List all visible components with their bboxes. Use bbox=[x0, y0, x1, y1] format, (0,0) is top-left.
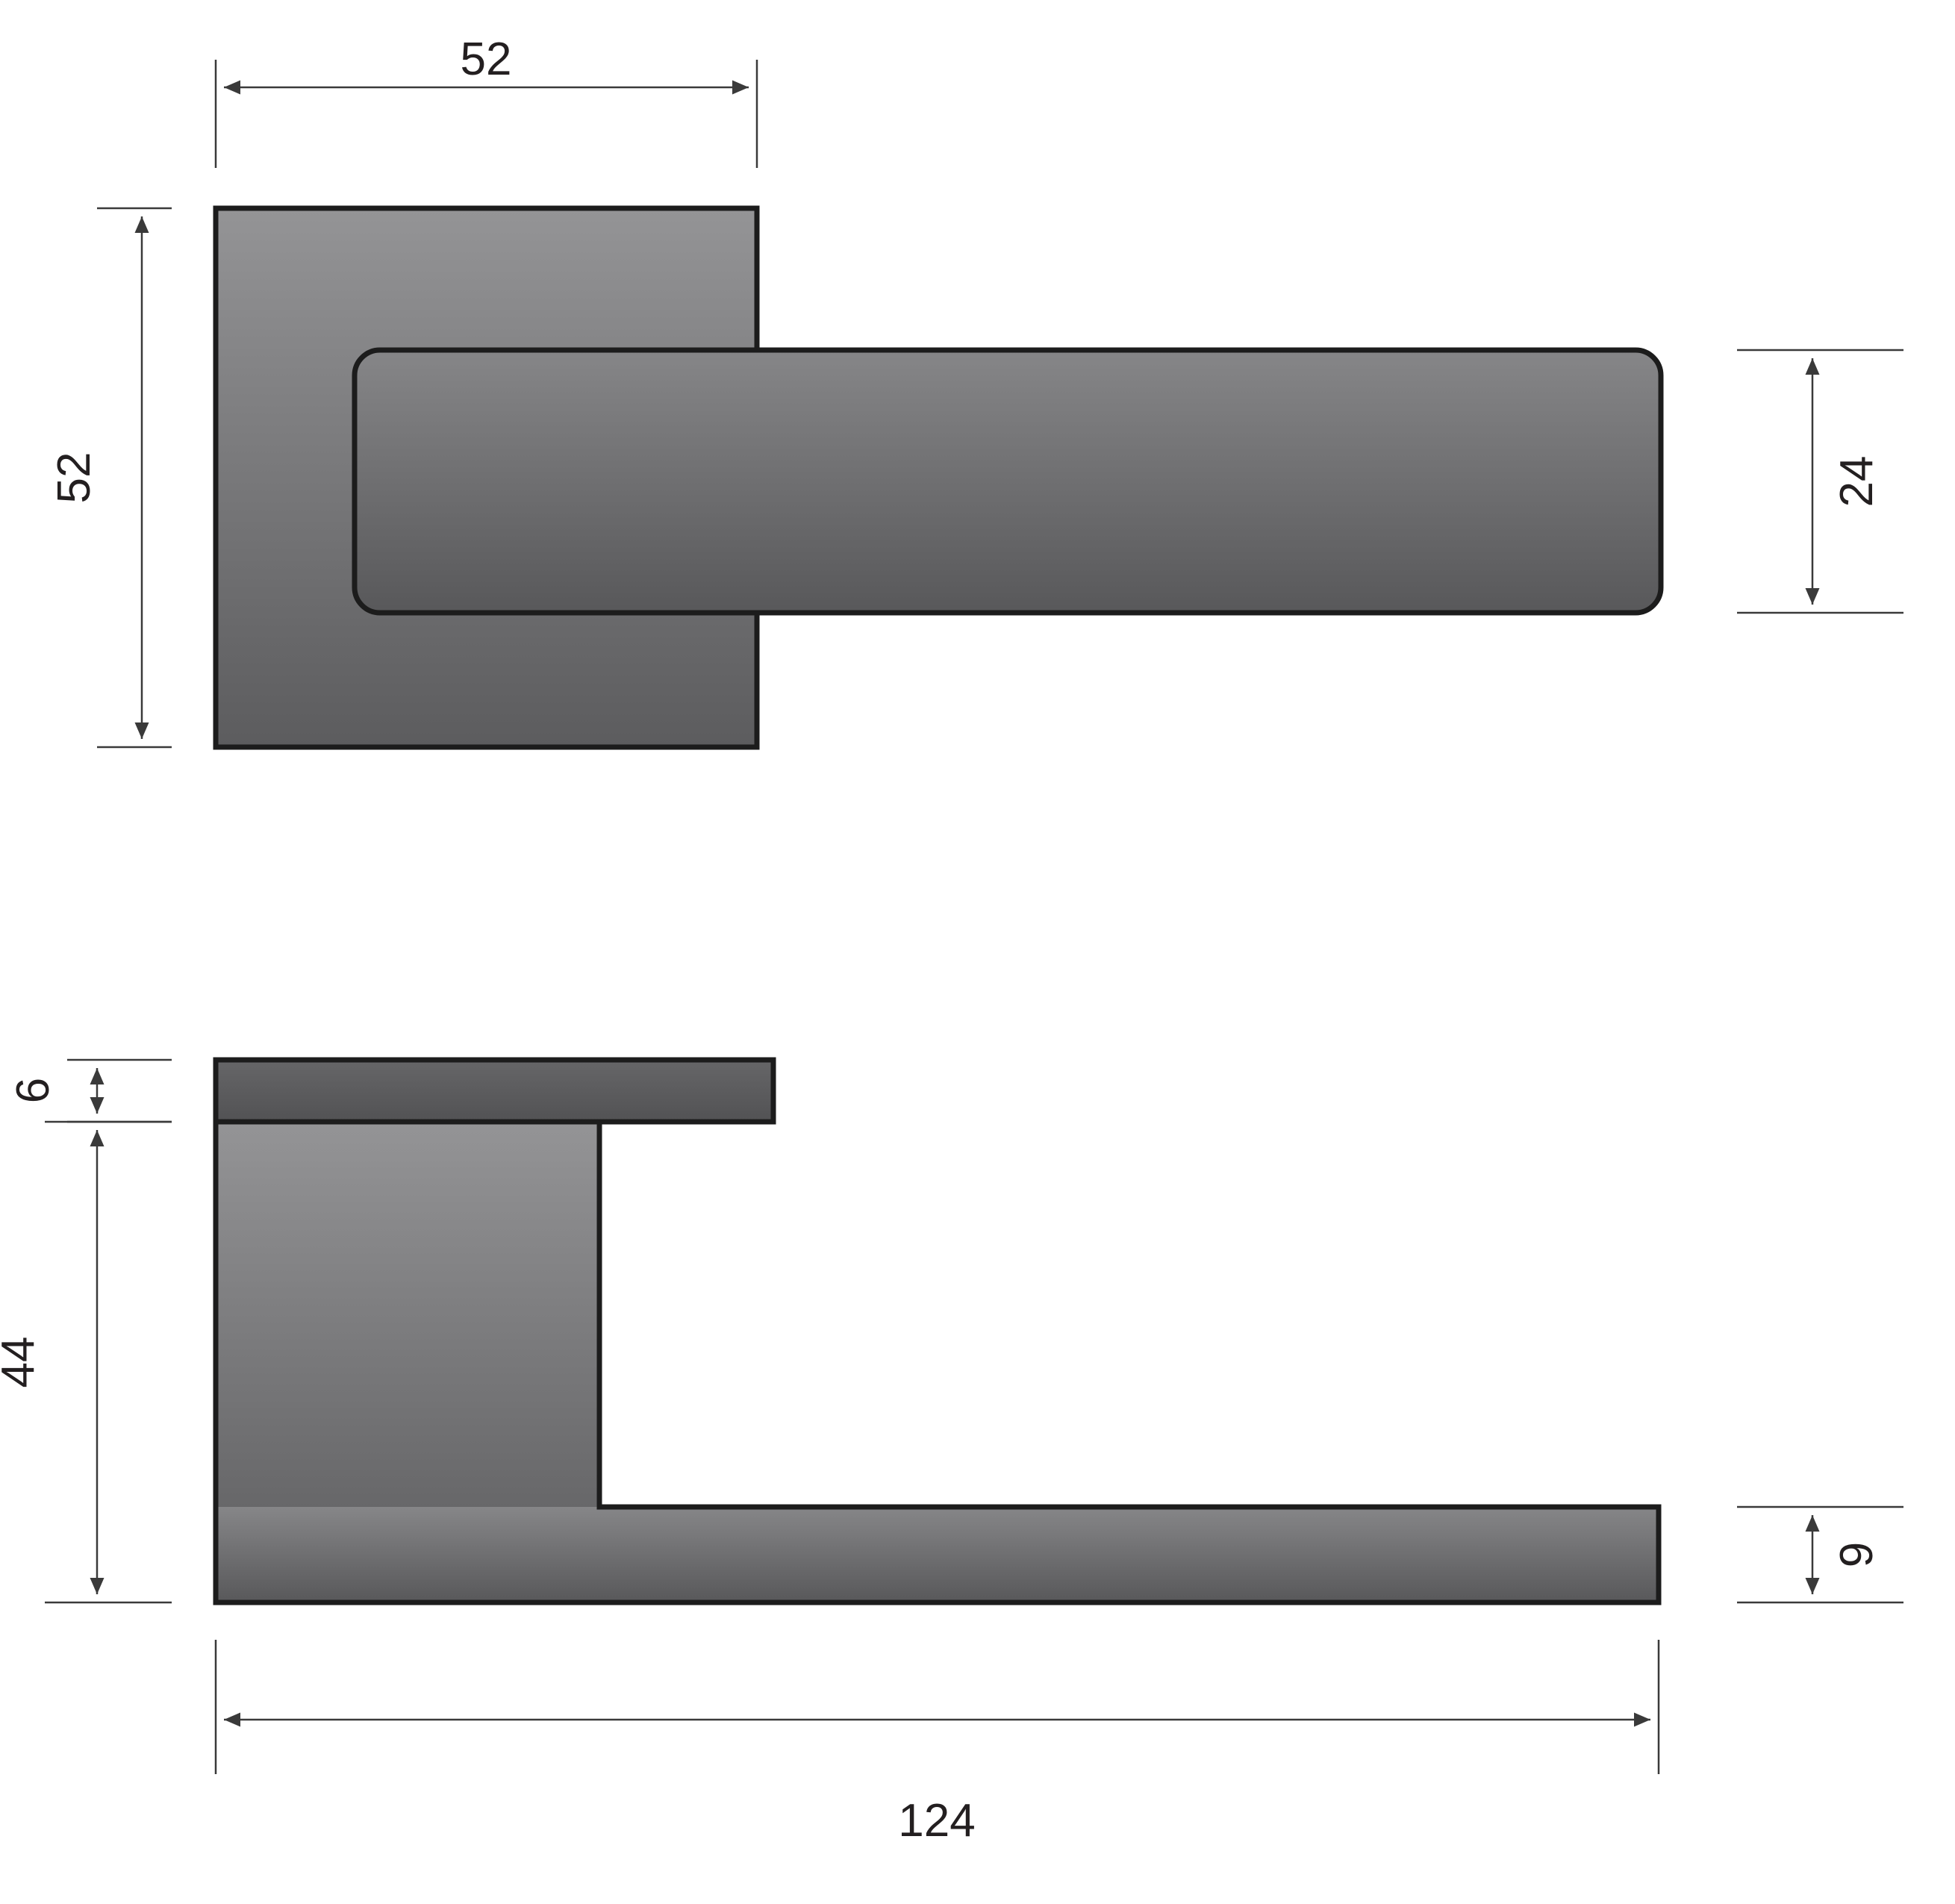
svg-text:52: 52 bbox=[461, 34, 512, 85]
svg-text:24: 24 bbox=[1831, 456, 1883, 508]
svg-text:124: 124 bbox=[898, 1795, 975, 1847]
svg-text:6: 6 bbox=[7, 1078, 59, 1103]
svg-text:9: 9 bbox=[1831, 1542, 1883, 1567]
svg-text:52: 52 bbox=[49, 452, 100, 504]
svg-text:44: 44 bbox=[0, 1337, 44, 1388]
